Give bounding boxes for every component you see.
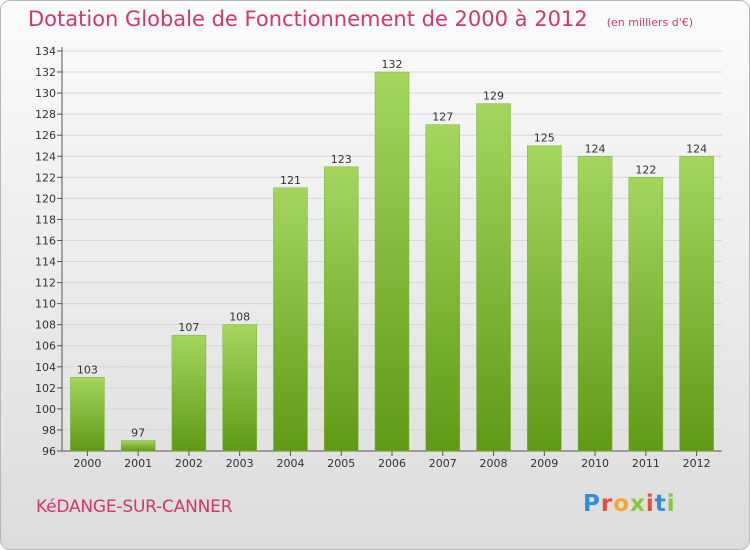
- x-tick-label: 2006: [378, 457, 406, 470]
- bar-2008: [476, 103, 511, 452]
- title-row: Dotation Globale de Fonctionnement de 20…: [28, 7, 693, 31]
- chart-unit-label: (en milliers d'€): [606, 16, 694, 29]
- commune-name: KéDANGE-SUR-CANNER: [36, 497, 233, 517]
- y-tick-label: 116: [35, 234, 56, 247]
- bar-value-label: 124: [585, 142, 606, 155]
- data-labels: 103 97 107 108 121 123 132 127 129 125 124 122 124: [77, 58, 707, 439]
- bar-value-label: 108: [229, 311, 250, 324]
- x-tick-label: 2010: [581, 457, 609, 470]
- bar-2001: [120, 440, 156, 452]
- y-tick-label: 128: [35, 108, 56, 121]
- bar-value-label: 125: [534, 132, 555, 145]
- y-tick-label: 122: [35, 171, 56, 184]
- bar-2004: [273, 187, 308, 452]
- bar-value-label: 132: [382, 58, 403, 71]
- x-tick-label: 2012: [683, 457, 711, 470]
- bar-2002: [171, 334, 207, 452]
- y-tick-label: 100: [35, 403, 56, 416]
- bar-value-label: 97: [131, 426, 145, 439]
- chart-title: Dotation Globale de Fonctionnement de 20…: [28, 7, 588, 31]
- proxiti-logo: Proxiti: [583, 491, 676, 517]
- x-tick-label: 2007: [429, 457, 457, 470]
- bar-value-label: 121: [280, 174, 301, 187]
- y-tick-label: 132: [35, 66, 56, 79]
- x-tick-label: 2009: [530, 457, 558, 470]
- y-tick-label: 118: [35, 213, 56, 226]
- y-tick-label: 126: [35, 129, 56, 142]
- x-tick-label: 2005: [327, 457, 355, 470]
- y-tick-label: 110: [35, 298, 56, 311]
- y-tick-label: 98: [42, 424, 56, 437]
- x-tick-label: 2003: [226, 457, 254, 470]
- y-tick-label: 114: [35, 256, 56, 269]
- y-tick-label: 104: [35, 361, 56, 374]
- x-tick-label: 2011: [632, 457, 660, 470]
- x-tick-label: 2002: [175, 457, 203, 470]
- bar-2006: [374, 71, 410, 452]
- bar-2003: [222, 324, 257, 452]
- bar-2011: [628, 177, 664, 452]
- bar-value-label: 103: [77, 363, 98, 376]
- bar-value-label: 123: [331, 153, 352, 166]
- bar-2007: [425, 124, 461, 452]
- x-tick-label: 2000: [73, 457, 101, 470]
- bar-value-label: 127: [432, 111, 453, 124]
- bar-value-label: 124: [686, 142, 707, 155]
- bars: [70, 71, 714, 452]
- x-tick-label: 2001: [124, 457, 152, 470]
- bar-2012: [679, 156, 714, 452]
- bar-value-label: 107: [178, 321, 199, 334]
- bar-value-label: 122: [635, 163, 656, 176]
- y-tick-label: 102: [35, 382, 56, 395]
- y-tick-label: 112: [35, 277, 56, 290]
- bar-2000: [70, 377, 105, 452]
- bar-value-label: 129: [483, 90, 504, 103]
- x-tick-label: 2004: [276, 457, 304, 470]
- y-tick-label: 106: [35, 340, 56, 353]
- y-tick-label: 134: [35, 45, 56, 58]
- y-tick-label: 130: [35, 87, 56, 100]
- bar-2010: [577, 156, 613, 452]
- y-tick-label: 124: [35, 150, 56, 163]
- y-tick-label: 96: [42, 445, 56, 458]
- bar-2009: [527, 145, 562, 452]
- y-tick-label: 108: [35, 319, 56, 332]
- bar-2005: [323, 166, 359, 452]
- y-tick-label: 120: [35, 192, 56, 205]
- x-tick-label: 2008: [480, 457, 508, 470]
